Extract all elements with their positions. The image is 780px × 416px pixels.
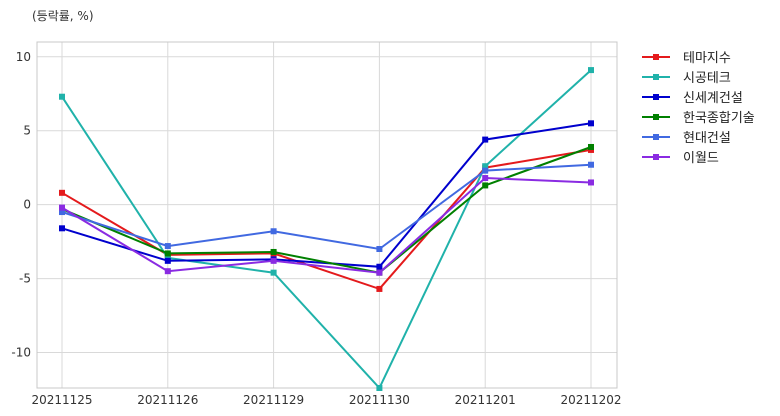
data-point <box>59 209 65 216</box>
data-point <box>588 143 594 150</box>
series-신세계건설 <box>59 120 594 270</box>
legend-item: 시공테크 <box>642 71 731 86</box>
legend-marker <box>653 74 659 80</box>
series-line <box>61 163 592 251</box>
y-axis-ticks: 10 5 0 -5 -10 <box>11 50 31 360</box>
legend-marker <box>653 54 659 60</box>
grid <box>37 42 617 388</box>
legend-label: 테마지수 <box>683 51 731 66</box>
legend-label: 현대건설 <box>683 131 731 146</box>
data-point <box>59 189 65 196</box>
data-point <box>588 120 594 127</box>
data-point <box>270 269 277 276</box>
data-point <box>376 385 383 391</box>
x-tick-label: 20211130 <box>349 393 410 407</box>
data-point <box>376 269 383 276</box>
data-point <box>376 246 383 253</box>
series-line <box>61 146 592 274</box>
unit-label: (등락률, %) <box>32 9 94 23</box>
data-point <box>482 182 489 189</box>
series-line <box>61 69 592 390</box>
x-tick-label: 20211125 <box>31 393 92 407</box>
data-point <box>482 163 489 170</box>
y-tick-label: 10 <box>16 50 31 64</box>
data-point <box>482 167 489 174</box>
y-tick-label: 5 <box>23 124 31 138</box>
y-tick-label: -5 <box>19 272 31 286</box>
x-tick-label: 20211202 <box>560 393 621 407</box>
data-point <box>270 257 277 264</box>
series-시공테크 <box>59 67 594 391</box>
legend-marker <box>653 134 659 140</box>
data-point <box>588 161 594 168</box>
legend-label: 이월드 <box>683 151 719 166</box>
data-point <box>164 250 171 257</box>
data-point <box>376 285 383 292</box>
legend-item: 이월드 <box>642 151 719 166</box>
legend-item: 신세계건설 <box>642 91 743 106</box>
legend-label: 시공테크 <box>683 71 731 86</box>
legend-marker <box>653 114 659 120</box>
data-point <box>270 248 277 255</box>
y-tick-label: -10 <box>11 346 31 360</box>
data-point <box>482 175 489 182</box>
data-point <box>588 67 594 74</box>
legend-label: 한국종합기술 <box>683 111 755 126</box>
data-point <box>588 179 594 186</box>
legend-marker <box>653 94 659 100</box>
x-tick-label: 20211129 <box>243 393 304 407</box>
x-axis-ticks: 20211125 20211126 20211129 20211130 20211201… <box>31 393 621 407</box>
data-point <box>59 225 65 232</box>
series-lines <box>59 67 594 391</box>
data-point <box>376 263 383 270</box>
series-line <box>61 148 592 291</box>
data-point <box>59 204 65 211</box>
data-point <box>59 93 65 100</box>
x-tick-label: 20211201 <box>455 393 516 407</box>
legend-label: 신세계건설 <box>683 91 743 106</box>
legend-marker <box>653 154 659 160</box>
series-line <box>61 122 592 268</box>
series-이월드 <box>59 175 594 276</box>
series-line <box>61 176 592 274</box>
series-현대건설 <box>59 161 594 253</box>
plot-frame <box>36 41 618 389</box>
data-point <box>164 268 171 275</box>
data-point <box>164 257 171 264</box>
legend-item: 테마지수 <box>642 51 731 66</box>
legend-item: 현대건설 <box>642 131 731 146</box>
data-point <box>482 136 489 143</box>
x-tick-label: 20211126 <box>137 393 198 407</box>
legend-item: 한국종합기술 <box>642 111 755 126</box>
y-tick-label: 0 <box>23 198 31 212</box>
data-point <box>270 228 277 235</box>
data-point <box>164 243 171 250</box>
